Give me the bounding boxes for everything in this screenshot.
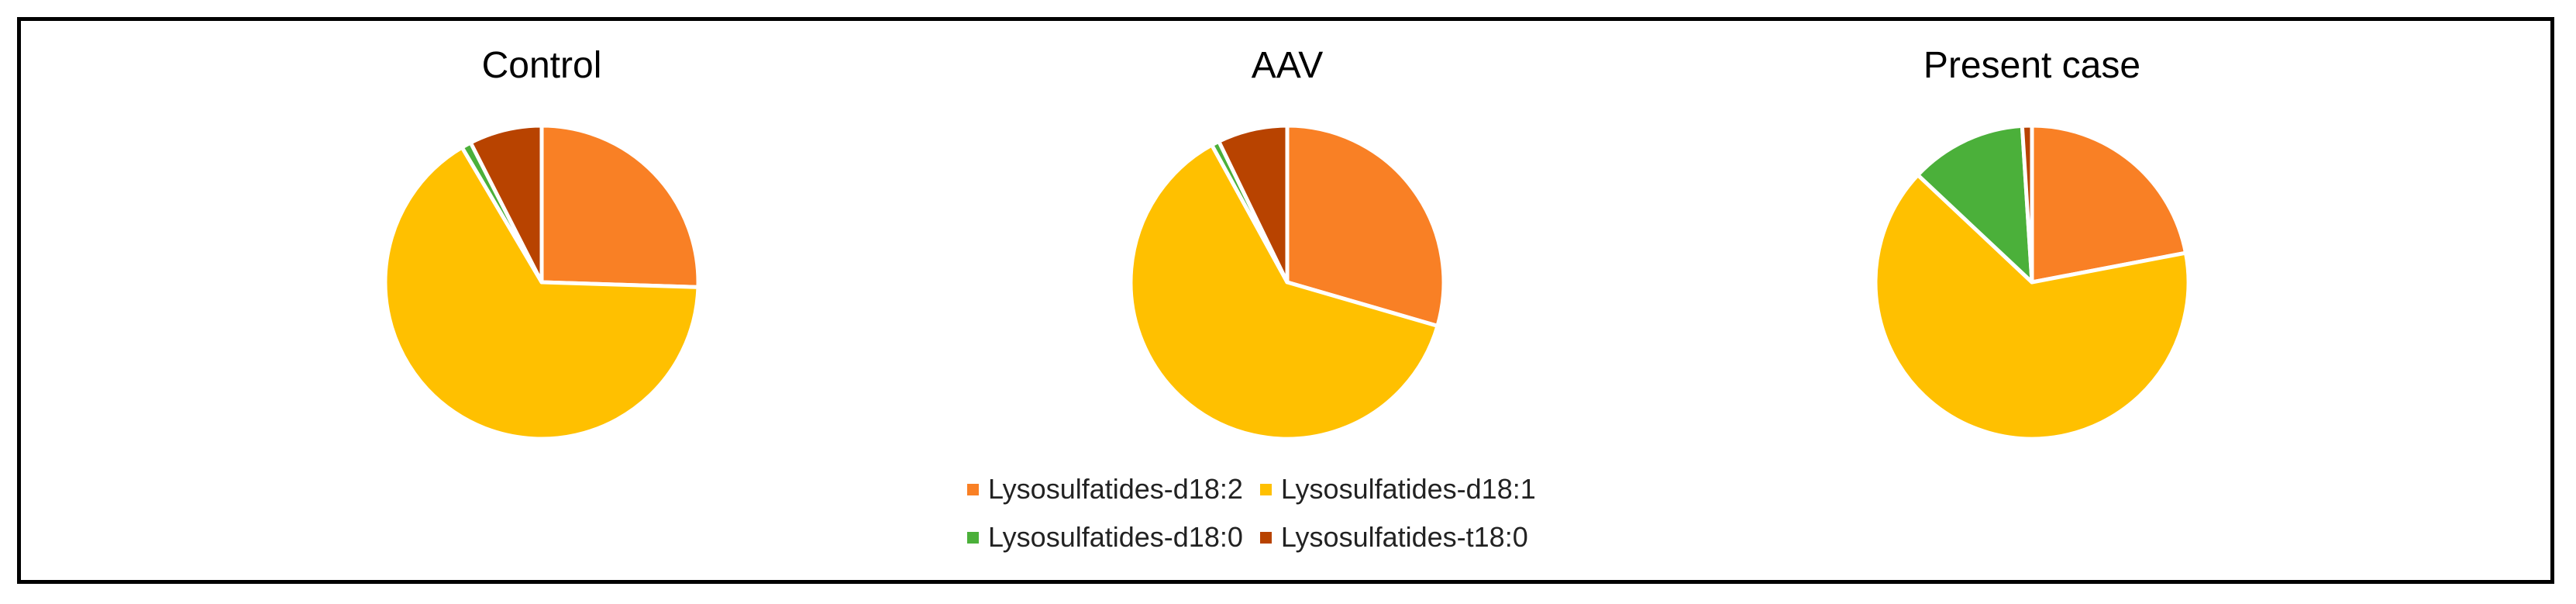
chart-title-aav: AAV — [1251, 45, 1324, 86]
chart-title-present-case: Present case — [1923, 45, 2141, 86]
legend-row: Lysosulfatides-d18:0 Lysosulfatides-t18:… — [967, 513, 1665, 561]
legend-label-t18-0: Lysosulfatides-t18:0 — [1280, 521, 1528, 553]
legend-entry-d18-0: Lysosulfatides-d18:0 — [967, 521, 1243, 554]
legend-label-d18-0: Lysosulfatides-d18:0 — [988, 521, 1243, 553]
legend-label-d18-2: Lysosulfatides-d18:2 — [988, 473, 1243, 505]
legend-swatch-d18-2 — [967, 483, 979, 495]
legend-swatch-t18-0 — [1259, 531, 1272, 544]
chart-title-control: Control — [481, 45, 602, 86]
legend: Lysosulfatides-d18:2 Lysosulfatides-d18:… — [967, 465, 1665, 561]
legend-entry-d18-1: Lysosulfatides-d18:1 — [1259, 473, 1536, 506]
legend-entry-t18-0: Lysosulfatides-t18:0 — [1259, 521, 1528, 554]
legend-entry-d18-2: Lysosulfatides-d18:2 — [967, 473, 1243, 506]
legend-swatch-d18-0 — [967, 531, 979, 544]
legend-swatch-d18-1 — [1259, 483, 1272, 495]
legend-label-d18-1: Lysosulfatides-d18:1 — [1280, 473, 1536, 505]
legend-row: Lysosulfatides-d18:2 Lysosulfatides-d18:… — [967, 465, 1665, 513]
